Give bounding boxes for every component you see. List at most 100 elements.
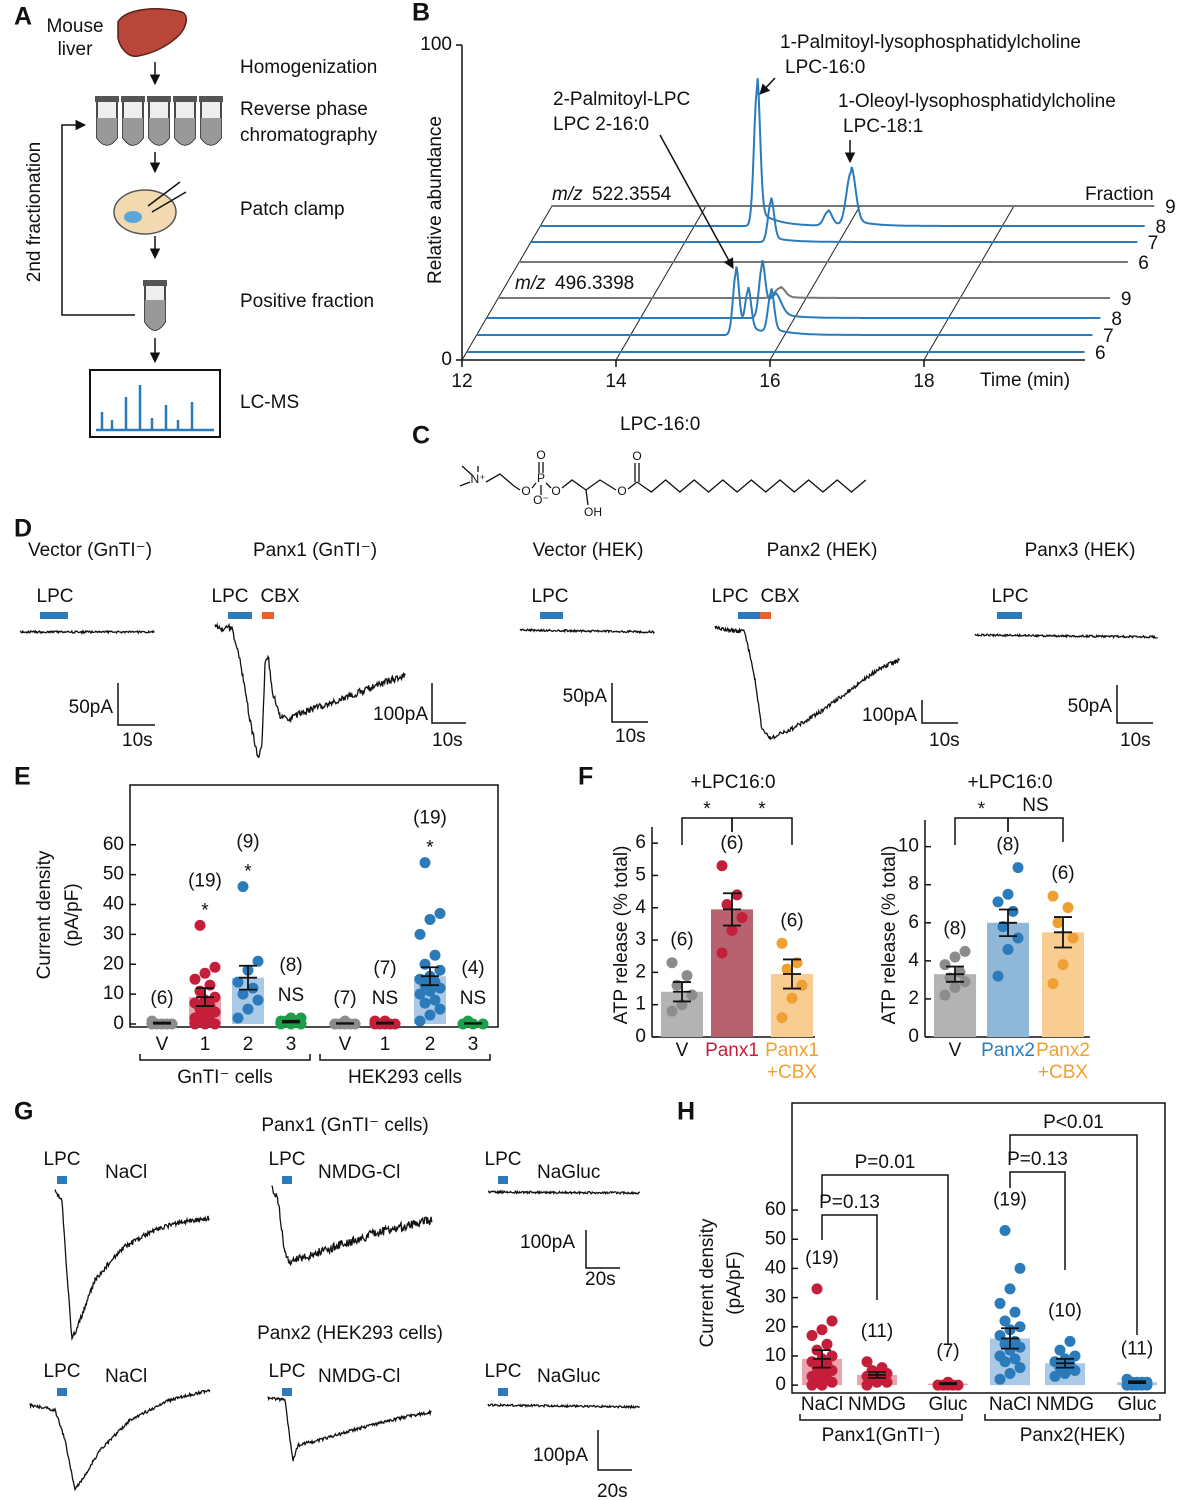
n-label: (11) — [861, 1321, 893, 1342]
data-point — [1064, 1335, 1076, 1347]
y-tick-label: 30 — [103, 923, 124, 944]
data-point — [1009, 1306, 1021, 1318]
comparison-bracket — [821, 1174, 949, 1345]
y-tick-label: 0 — [635, 1026, 646, 1047]
x-tick-label: Gluc — [928, 1394, 967, 1415]
bond — [585, 489, 589, 506]
data-point — [994, 1297, 1006, 1309]
data-point — [994, 1330, 1006, 1342]
stimulus-bar — [282, 1176, 292, 1184]
scale-label: 20s — [585, 1269, 616, 1290]
data-point — [252, 955, 264, 967]
data-point — [944, 972, 956, 984]
data-point — [1014, 1362, 1026, 1374]
current-trace — [19, 629, 155, 635]
y-tick-label: 30 — [765, 1287, 786, 1308]
chromatogram-trace — [498, 285, 1110, 299]
annotation-arrow — [659, 134, 734, 269]
n-label: (10) — [1048, 1300, 1082, 1321]
stimulus-bar — [57, 1388, 67, 1396]
x-tick-label: 14 — [605, 371, 627, 392]
data-point — [776, 937, 788, 949]
n-label: (19) — [805, 1248, 839, 1269]
tube-liquid — [149, 118, 169, 145]
stimulus-label: LPC — [992, 586, 1029, 607]
annotation: LPC-18:1 — [843, 116, 923, 137]
atom-label: O⁻ — [533, 493, 549, 507]
panel-letter: B — [412, 0, 430, 27]
n-label: (6) — [1051, 863, 1074, 884]
stimulus-bar — [57, 1176, 67, 1184]
y-tick-label: 0 — [775, 1374, 786, 1395]
atom-label: P — [537, 471, 545, 485]
source-label: Mouse — [46, 16, 103, 37]
n-label: (6) — [720, 833, 743, 854]
atom-label: O — [617, 484, 626, 498]
depth-line — [923, 205, 1015, 361]
scale-label: 100pA — [520, 1232, 575, 1253]
current-trace — [487, 1402, 640, 1410]
scale-label: 100pA — [862, 705, 917, 726]
data-point — [876, 1362, 888, 1374]
scale-bar — [117, 683, 155, 726]
category-label-box: Panx1 +CBX — [765, 1040, 819, 1083]
comparison-label: NS — [1022, 795, 1048, 816]
blocker-bar — [262, 612, 274, 619]
data-point — [199, 967, 211, 979]
data-point — [959, 945, 971, 957]
panel-letter: F — [578, 763, 593, 791]
chromatogram-trace — [476, 266, 1093, 336]
data-point — [1002, 888, 1014, 900]
annotation: LPC 2-16:0 — [553, 114, 649, 135]
comparison-bracket — [1007, 817, 1064, 842]
data-point — [999, 1315, 1011, 1327]
y-tick-label: 6 — [908, 912, 919, 933]
y-axis-label: Current density — [34, 850, 55, 979]
x-tick-label: 3 — [286, 1034, 297, 1055]
trace-title: Panx2 (HEK) — [767, 540, 878, 561]
data-point — [275, 1015, 287, 1027]
tube-cap — [143, 280, 167, 286]
panel-letter: C — [412, 422, 430, 450]
data-point — [736, 911, 748, 923]
scale-label: 10s — [615, 726, 646, 747]
data-point — [949, 951, 961, 963]
data-point — [1069, 1350, 1081, 1362]
significance-label: NS — [372, 988, 398, 1009]
y-tick-label: 0 — [113, 1013, 124, 1034]
data-point — [237, 988, 249, 1000]
significance-label: * — [244, 862, 252, 883]
data-point — [806, 1330, 818, 1342]
data-point — [716, 860, 728, 872]
comparison-bracket — [1009, 1171, 1066, 1270]
x-axis-label: Time (min) — [980, 370, 1070, 391]
trace-title: Vector (HEK) — [533, 540, 644, 561]
step-label: Positive fraction — [240, 291, 374, 312]
data-point — [339, 1015, 351, 1027]
data-point — [237, 881, 249, 893]
stimulus-bar — [997, 612, 1022, 619]
data-point — [1054, 1344, 1066, 1356]
comparison-label: * — [758, 799, 766, 820]
data-point — [232, 1012, 244, 1024]
fraction-label: 7 — [1103, 326, 1114, 347]
panel-letter: E — [14, 763, 31, 791]
chart-title: +LPC16:0 — [967, 772, 1052, 793]
fraction-label: 9 — [1121, 289, 1132, 310]
stimulus-bar — [498, 1176, 508, 1184]
y-axis-label: Relative abundance — [425, 116, 446, 284]
comparison-label: P=0.13 — [1007, 1149, 1068, 1170]
data-point — [726, 924, 738, 936]
data-point — [666, 957, 678, 969]
tube-cap — [199, 96, 223, 102]
atom-label: O — [632, 449, 641, 463]
x-tick-label: Panx2 +CBX — [1036, 1040, 1090, 1083]
stimulus-label: LPC — [485, 1149, 522, 1170]
chromatogram-trace — [539, 78, 1145, 227]
bond — [485, 473, 521, 491]
y-tick-label: 2 — [635, 961, 646, 982]
current-trace — [519, 627, 655, 635]
data-point — [1052, 917, 1064, 929]
x-tick-label: 12 — [451, 371, 472, 392]
group-bracket — [799, 1414, 963, 1421]
